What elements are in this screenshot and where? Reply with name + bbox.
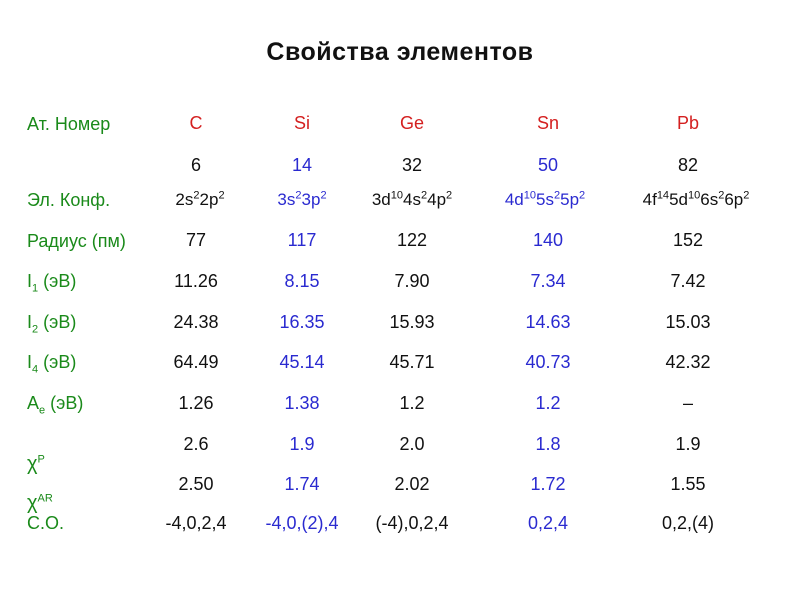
i1-value-ge: 7.90	[394, 271, 430, 291]
label-ionization-4: I4 (эВ)	[27, 352, 77, 376]
radius-value-c: 77	[185, 230, 207, 250]
atomic-number-si: 14	[291, 155, 313, 175]
radius-value-sn: 140	[532, 230, 564, 250]
so-value-ge: (-4),0,2,4	[375, 513, 449, 533]
so-value-pb: 0,2,(4)	[661, 513, 715, 533]
i4-value-si: 45.14	[279, 352, 325, 372]
i4-value-c: 64.49	[173, 352, 219, 372]
atomic-number-pb: 82	[677, 155, 699, 175]
radius-value-si: 117	[287, 230, 317, 250]
i2-value-c: 24.38	[173, 312, 219, 332]
label-oxidation-states: С.О.	[27, 513, 65, 533]
chi-p-value-sn: 1.8	[535, 434, 561, 454]
i2-value-si: 16.35	[279, 312, 325, 332]
label-ionization-1: I1 (эВ)	[27, 271, 77, 295]
electron-configuration-pb: 4f145d106s26p2	[642, 189, 750, 209]
radius-value-pb: 152	[672, 230, 704, 250]
page-title: Свойства элементов	[266, 38, 534, 66]
electron-configuration-c: 2s22p2	[175, 189, 225, 209]
i2-value-ge: 15.93	[389, 312, 435, 332]
element-symbol-c: C	[189, 113, 203, 133]
electron-configuration-si: 3s23p2	[277, 189, 327, 209]
chi-p-value-si: 1.9	[289, 434, 315, 454]
ae-value-si: 1.38	[284, 393, 320, 413]
atomic-number-sn: 50	[537, 155, 559, 175]
element-symbol-pb: Pb	[676, 113, 700, 133]
label-atomic-number: Ат. Номер	[27, 114, 111, 134]
atomic-number-c: 6	[190, 155, 202, 175]
ae-value-pb: –	[682, 393, 694, 413]
chi-p-value-c: 2.6	[183, 434, 209, 454]
chi-ar-value-c: 2.50	[178, 474, 214, 494]
label-chi-pauling: χP	[27, 453, 45, 475]
element-symbol-si: Si	[293, 113, 311, 133]
i4-value-ge: 45.71	[389, 352, 435, 372]
label-electron-configuration: Эл. Конф.	[27, 190, 111, 210]
chi-p-value-ge: 2.0	[399, 434, 425, 454]
i4-value-pb: 42.32	[665, 352, 711, 372]
chi-ar-value-si: 1.74	[284, 474, 320, 494]
so-value-c: -4,0,2,4	[165, 513, 227, 533]
chi-ar-value-ge: 2.02	[394, 474, 430, 494]
so-value-sn: 0,2,4	[527, 513, 569, 533]
chi-ar-value-pb: 1.55	[670, 474, 706, 494]
i2-value-pb: 15.03	[665, 312, 711, 332]
i4-value-sn: 40.73	[525, 352, 571, 372]
radius-value-ge: 122	[396, 230, 428, 250]
element-symbol-sn: Sn	[536, 113, 560, 133]
so-value-si: -4,0,(2),4	[265, 513, 339, 533]
i1-value-sn: 7.34	[530, 271, 566, 291]
chi-ar-value-sn: 1.72	[530, 474, 566, 494]
label-radius: Радиус (пм)	[27, 231, 126, 251]
chi-p-value-pb: 1.9	[675, 434, 701, 454]
i1-value-si: 8.15	[284, 271, 320, 291]
i1-value-pb: 7.42	[670, 271, 706, 291]
label-chi-allred-rochow: χAR	[27, 492, 53, 514]
atomic-number-ge: 32	[401, 155, 423, 175]
ae-value-ge: 1.2	[399, 393, 425, 413]
ae-value-sn: 1.2	[535, 393, 561, 413]
ae-value-c: 1.26	[178, 393, 214, 413]
electron-configuration-sn: 4d105s25p2	[504, 189, 586, 209]
element-symbol-ge: Ge	[399, 113, 425, 133]
i1-value-c: 11.26	[174, 271, 218, 291]
label-electron-affinity: Ae (эВ)	[27, 393, 84, 417]
i2-value-sn: 14.63	[525, 312, 571, 332]
label-ionization-2: I2 (эВ)	[27, 312, 77, 336]
electron-configuration-ge: 3d104s24p2	[371, 189, 453, 209]
